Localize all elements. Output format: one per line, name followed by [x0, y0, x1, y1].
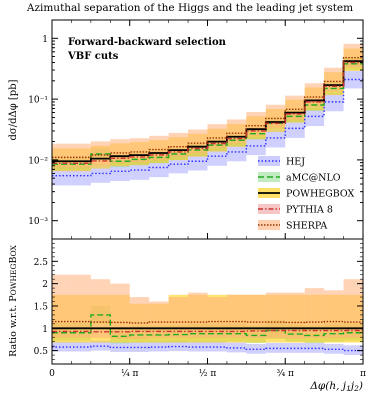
- main-band-sherpa-6: [168, 132, 189, 157]
- ratio-band-hej-13: [304, 343, 325, 353]
- ratio-frame: [51, 238, 364, 365]
- ratio-xlabel: Δφ(h, j1j2): [309, 380, 363, 393]
- ratio-line-hej: [52, 345, 364, 352]
- ratio-band-sherpa-12: [285, 292, 305, 339]
- main-bands: [52, 43, 364, 186]
- ratio-xtick-label-2: ½ π: [199, 368, 217, 379]
- ratio-ytick-label-0: 0.5: [34, 347, 49, 357]
- ratio-xtick-label-3: ¾ π: [276, 368, 294, 379]
- ratio-band-sherpa-14: [324, 290, 344, 339]
- main-ytick-label-3: 1: [42, 35, 48, 45]
- main-line-sherpa: [52, 56, 364, 159]
- ratio-band-sherpa-10: [246, 294, 266, 339]
- annotation-selection: Forward-backward selection: [68, 37, 227, 48]
- ratio-band-hej-0: [52, 341, 72, 352]
- main-band-hej-12: [285, 119, 305, 138]
- main-band-hej-15: [343, 70, 364, 89]
- annotation-cuts: VBF cuts: [67, 51, 119, 62]
- ratio-band-sherpa-2: [90, 279, 111, 339]
- ratio-band-hej-10: [246, 343, 266, 354]
- legend-label-2: POWHEGBOX: [286, 189, 355, 200]
- ratio-band-sherpa-0: [52, 274, 72, 339]
- legend-label-0: HEJ: [286, 157, 305, 168]
- ratio-line-pythia-8: [52, 329, 364, 333]
- ratio-band-hej-7: [188, 341, 208, 352]
- main-band-hej-11: [265, 129, 286, 148]
- ratio-band-sherpa-9: [226, 294, 247, 339]
- main-band-hej-4: [129, 160, 150, 180]
- ratio-band-sherpa-13: [304, 288, 325, 339]
- ratio-band-sherpa-5: [149, 301, 169, 339]
- main-band-hej-14: [324, 93, 344, 112]
- ratio-band-sherpa-15: [343, 279, 364, 339]
- ratio-band-sherpa-4: [129, 297, 150, 339]
- ratio-band-hej-6: [168, 341, 189, 352]
- legend-label-4: SHERPA: [286, 221, 327, 232]
- ratio-band-sherpa-7: [188, 292, 208, 339]
- ratio-line-amc-nlo: [52, 314, 364, 338]
- ratio-lines: [52, 314, 364, 352]
- main-band-hej-9: [226, 142, 247, 162]
- ratio-ylabel: Ratio w.r.t. POWHEGBOX: [8, 245, 19, 357]
- ratio-xtick-label-4: π: [360, 369, 366, 379]
- main-axes: 10⁻³ 10⁻² 10⁻¹ 1: [28, 19, 363, 227]
- main-band-sherpa-10: [246, 111, 266, 136]
- main-lines: [52, 56, 364, 177]
- ratio-band-hej-11: [265, 343, 286, 353]
- ratio-band-sherpa-11: [265, 292, 286, 339]
- main-band-hej-13: [304, 107, 325, 127]
- legend-label-1: aMC@NLO: [286, 173, 341, 184]
- legend-label-3: PYTHIA 8: [286, 205, 333, 216]
- ratio-axes: 0.5 1 1.5 2 2.5 0 ¼ π ½ π ¾ π π: [34, 20, 366, 379]
- main-band-sherpa-5: [149, 135, 169, 160]
- figure-title: Azimuthal separation of the Higgs and th…: [26, 2, 353, 14]
- main-band-hej-10: [246, 136, 266, 156]
- main-ytick-label-2: 10⁻¹: [28, 96, 48, 106]
- main-band-hej-2: [90, 164, 111, 183]
- main-line-pythia-8: [52, 61, 364, 164]
- ratio-ytick-label-2: 1.5: [34, 302, 49, 312]
- main-band-sherpa-4: [129, 138, 150, 163]
- ratio-xtick-label-1: ¼ π: [121, 368, 139, 379]
- ratio-ytick-label-1: 1: [42, 325, 48, 335]
- ratio-xtick-label-0: 0: [49, 369, 55, 379]
- main-band-sherpa-8: [207, 124, 227, 148]
- legend-swatch-band-4: [258, 220, 280, 230]
- ratio-band-hej-15: [343, 345, 364, 356]
- ratio-band-hej-14: [324, 343, 344, 354]
- ratio-band-sherpa-3: [110, 283, 130, 339]
- main-ytick-label-0: 10⁻³: [28, 217, 48, 227]
- main-ytick-label-1: 10⁻²: [28, 156, 48, 166]
- main-band-hej-8: [207, 147, 227, 166]
- main-band-sherpa-13: [304, 83, 325, 108]
- legend: HEJ aMC@NLO POWHEGBOX PYTHIA 8 SHERPA: [258, 156, 355, 232]
- main-ylabel: dσ/dΔφ [pb]: [8, 79, 19, 140]
- ratio-ytick-label-4: 2.5: [34, 258, 49, 268]
- ratio-band-hej-4: [129, 342, 150, 352]
- main-band-sherpa-3: [110, 139, 130, 163]
- main-band-sherpa-11: [265, 104, 286, 129]
- ratio-ytick-label-3: 2: [42, 280, 48, 290]
